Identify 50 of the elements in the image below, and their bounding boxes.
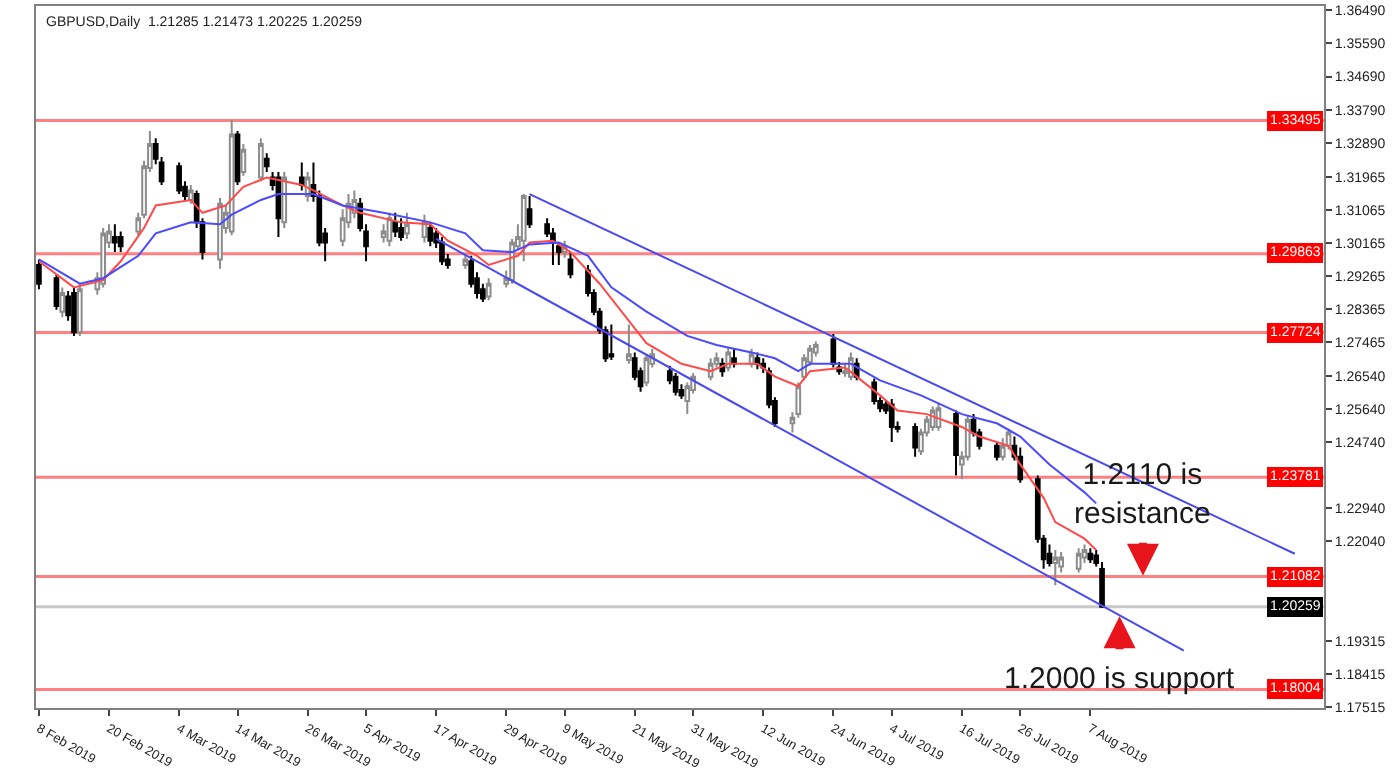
candlestick: [298, 161, 305, 192]
candlestick: [228, 118, 235, 237]
candlestick: [187, 183, 194, 205]
candlestick: [684, 381, 691, 416]
candlestick: [643, 353, 650, 388]
candlestick: [608, 323, 615, 362]
candlestick: [485, 277, 492, 302]
candlestick: [404, 211, 410, 240]
candlestick: [888, 398, 895, 444]
candlestick: [994, 441, 1000, 462]
candlestick: [1046, 543, 1053, 568]
candlestick: [526, 194, 533, 229]
candlestick: [1087, 547, 1094, 564]
candlestick: [731, 347, 737, 369]
candlestick: [1052, 549, 1059, 587]
candlestick: [263, 152, 270, 174]
candlestick: [707, 357, 714, 382]
candlestick: [176, 161, 182, 196]
candlestick: [117, 230, 124, 254]
candlestick: [1081, 543, 1088, 564]
candlestick: [1075, 547, 1082, 574]
candlestick: [71, 286, 77, 337]
candlestick: [258, 137, 264, 183]
candlestick: [217, 197, 223, 270]
candlestick: [439, 236, 445, 266]
candlestick: [53, 273, 60, 311]
candlestick: [912, 422, 918, 458]
candlestick: [380, 223, 387, 244]
candlestick: [427, 221, 434, 248]
candlestick: [953, 409, 959, 477]
candlestick: [462, 252, 469, 270]
candlestick: [76, 282, 83, 337]
candlestick: [812, 340, 819, 358]
candlestick: [392, 211, 399, 239]
candlestick: [240, 143, 247, 177]
candlestick: [567, 251, 574, 280]
candlestick: [725, 345, 732, 373]
candlestick: [59, 286, 66, 319]
candlestick: [36, 258, 42, 291]
candlestick: [112, 223, 118, 254]
candlestick: [999, 437, 1006, 462]
candlestick: [281, 171, 288, 229]
candlestick: [672, 371, 679, 397]
annotation: 1.2000 is support: [1004, 662, 1236, 696]
candlestick: [100, 226, 107, 289]
candlestick: [626, 323, 632, 365]
candlestick: [550, 226, 556, 266]
candlestick: [398, 217, 404, 242]
candlestick: [871, 377, 878, 406]
candlestick: [520, 193, 527, 263]
